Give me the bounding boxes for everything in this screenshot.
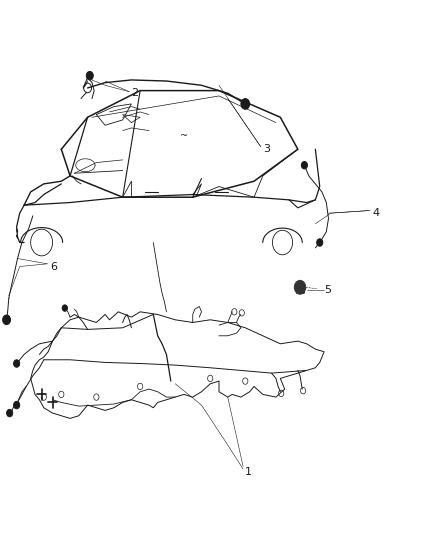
Circle shape [301,161,307,169]
Circle shape [62,305,67,311]
Circle shape [3,315,11,325]
Circle shape [14,401,20,409]
Text: 4: 4 [372,208,379,218]
Text: 5: 5 [324,286,331,295]
Circle shape [14,360,20,367]
Text: ~: ~ [180,132,188,140]
Circle shape [241,99,250,109]
Text: 2: 2 [131,88,138,98]
Circle shape [317,239,323,246]
Circle shape [7,409,13,417]
Text: 6: 6 [50,262,57,271]
Circle shape [86,71,93,80]
Text: 1: 1 [245,467,252,477]
Text: 3: 3 [263,144,270,154]
Circle shape [294,280,306,294]
